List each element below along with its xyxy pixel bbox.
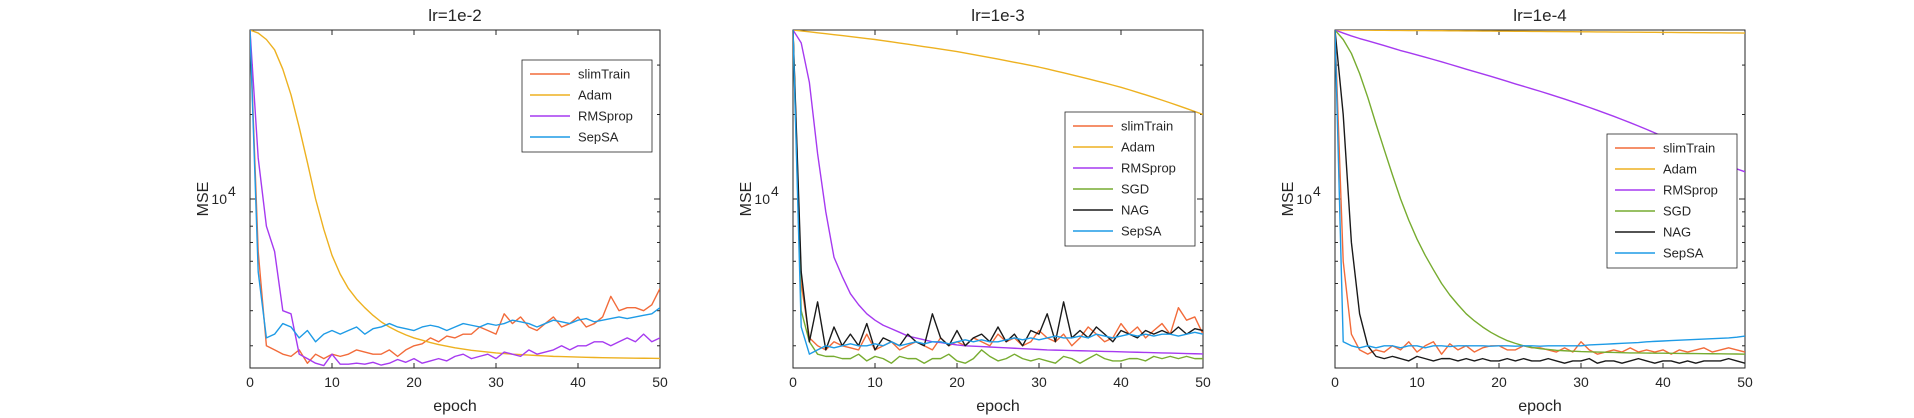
y-axis-label: MSE [738, 182, 755, 217]
legend-label-sepsa: SepSA [1663, 246, 1704, 261]
x-tick-label: 10 [1409, 374, 1425, 390]
x-tick-label: 0 [789, 374, 797, 390]
legend-1: slimTrain Adam RMSprop SepSA [521, 59, 653, 153]
series-line-sepsa [250, 30, 660, 343]
x-tick-label: 40 [570, 374, 586, 390]
x-axis-label: epoch [433, 398, 477, 415]
series-line-sgd [793, 30, 1203, 364]
legend-label-sgd: SGD [1121, 182, 1149, 197]
legend-2: slimTrain Adam RMSprop SGD NAG SepSA [1064, 111, 1196, 247]
x-tick-label: 0 [246, 374, 254, 390]
x-tick-label: 50 [1737, 374, 1753, 390]
series-line-adam [1335, 30, 1745, 34]
y-tick-label: 10 [1296, 191, 1312, 207]
legend-label-adam: Adam [1663, 162, 1697, 177]
legend-box [1064, 111, 1196, 247]
legend-label-nag: NAG [1663, 225, 1691, 240]
legend-label-slimtrain: slimTrain [1663, 141, 1715, 156]
legend-3: slimTrain Adam RMSprop SGD NAG SepSA [1606, 133, 1738, 269]
series-line-nag [793, 30, 1203, 351]
series-line-sepsa [1335, 30, 1745, 349]
x-tick-label: 20 [406, 374, 422, 390]
series-line-slimtrain [793, 30, 1203, 351]
legend-label-adam: Adam [1121, 140, 1155, 155]
x-tick-label: 30 [488, 374, 504, 390]
legend-label-rmsprop: RMSprop [578, 109, 633, 124]
y-axis-label: MSE [1280, 182, 1297, 217]
legend-label-sgd: SGD [1663, 204, 1691, 219]
legend-label-rmsprop: RMSprop [1121, 161, 1176, 176]
chart-title-3: lr=1e-4 [1513, 6, 1566, 25]
legend-label-adam: Adam [578, 88, 612, 103]
legend-label-sepsa: SepSA [1121, 224, 1162, 239]
legend-box [1606, 133, 1738, 269]
y-axis-label: MSE [195, 182, 212, 217]
x-tick-label: 20 [1491, 374, 1507, 390]
series-group-1 [250, 30, 660, 367]
x-tick-label: 30 [1031, 374, 1047, 390]
x-axis-label: epoch [1518, 398, 1562, 415]
series-line-slimtrain [250, 30, 660, 364]
x-tick-label: 30 [1573, 374, 1589, 390]
series-group-3 [1335, 30, 1745, 364]
series-line-sgd [1335, 30, 1745, 355]
legend-label-rmsprop: RMSprop [1663, 183, 1718, 198]
series-line-nag [1335, 30, 1745, 364]
y-tick-label: 10 [211, 191, 227, 207]
legend-label-nag: NAG [1121, 203, 1149, 218]
series-line-sepsa [793, 30, 1203, 355]
series-line-rmsprop [250, 30, 660, 367]
y-tick-exponent: 4 [228, 183, 236, 199]
x-axis-label: epoch [976, 398, 1020, 415]
y-tick-exponent: 4 [771, 183, 779, 199]
x-tick-label: 50 [1195, 374, 1211, 390]
x-tick-label: 10 [867, 374, 883, 390]
chart-title-1: lr=1e-2 [428, 6, 481, 25]
series-line-adam [250, 30, 660, 360]
series-group-2 [793, 30, 1203, 364]
x-tick-label: 40 [1655, 374, 1671, 390]
chart-title-2: lr=1e-3 [971, 6, 1024, 25]
x-tick-label: 20 [949, 374, 965, 390]
legend-label-sepsa: SepSA [578, 130, 619, 145]
x-tick-label: 50 [652, 374, 668, 390]
x-tick-label: 10 [324, 374, 340, 390]
series-line-adam [793, 30, 1203, 116]
legend-label-slimtrain: slimTrain [578, 67, 630, 82]
legend-label-slimtrain: slimTrain [1121, 119, 1173, 134]
x-tick-label: 40 [1113, 374, 1129, 390]
x-tick-label: 0 [1331, 374, 1339, 390]
y-tick-label: 10 [754, 191, 770, 207]
series-line-rmsprop [793, 30, 1203, 355]
y-tick-exponent: 4 [1313, 183, 1321, 199]
